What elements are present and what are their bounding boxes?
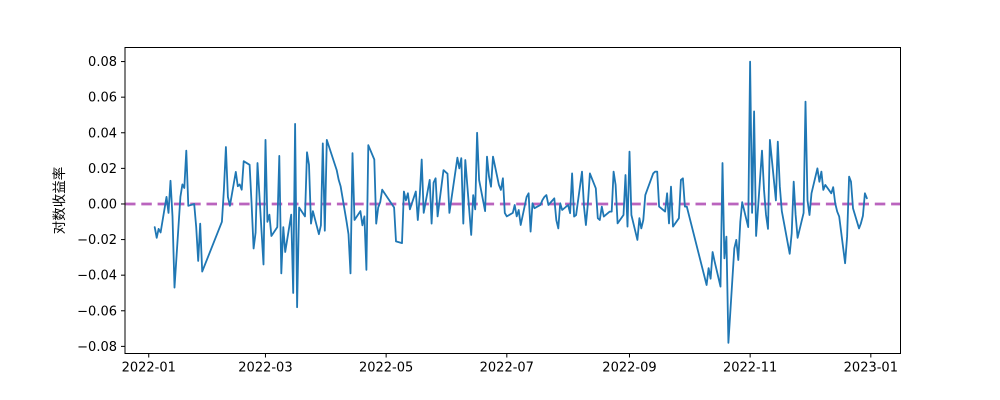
plot-area-border — [124, 47, 901, 354]
y-axis-tick-label: 0.06 — [88, 91, 117, 106]
x-axis-tick-label: 2022-01 — [122, 361, 176, 376]
y-axis-tick-label: 0.08 — [88, 55, 117, 70]
x-axis-tick-label: 2022-11 — [723, 361, 777, 376]
y-axis-tick-label: −0.02 — [77, 233, 117, 248]
x-axis-tick-label: 2022-03 — [238, 361, 292, 376]
log-returns-line — [153, 60, 868, 344]
y-axis-tick-label: 0.02 — [88, 162, 117, 177]
y-axis-tick-label: −0.06 — [77, 304, 117, 319]
x-axis-tick-label: 2022-07 — [480, 361, 534, 376]
x-axis-tick-label: 2022-09 — [602, 361, 656, 376]
y-axis-tick-label: 0.00 — [88, 197, 117, 212]
y-axis-label: 对数收益率 — [51, 167, 68, 235]
y-axis-tick-label: −0.04 — [77, 269, 117, 284]
y-axis-tick-label: 0.04 — [88, 126, 117, 141]
y-axis-tick-label: −0.08 — [77, 340, 117, 355]
x-axis-tick-label: 2022-05 — [359, 361, 413, 376]
x-axis-tick-label: 2023-01 — [844, 361, 898, 376]
